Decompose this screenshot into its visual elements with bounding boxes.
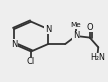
Text: Me: Me (71, 22, 81, 28)
Text: N: N (73, 31, 79, 40)
Text: H₂N: H₂N (90, 53, 105, 62)
Text: Cl: Cl (27, 57, 35, 66)
Text: N: N (45, 25, 51, 34)
Text: N: N (11, 40, 17, 49)
Text: O: O (86, 23, 93, 32)
